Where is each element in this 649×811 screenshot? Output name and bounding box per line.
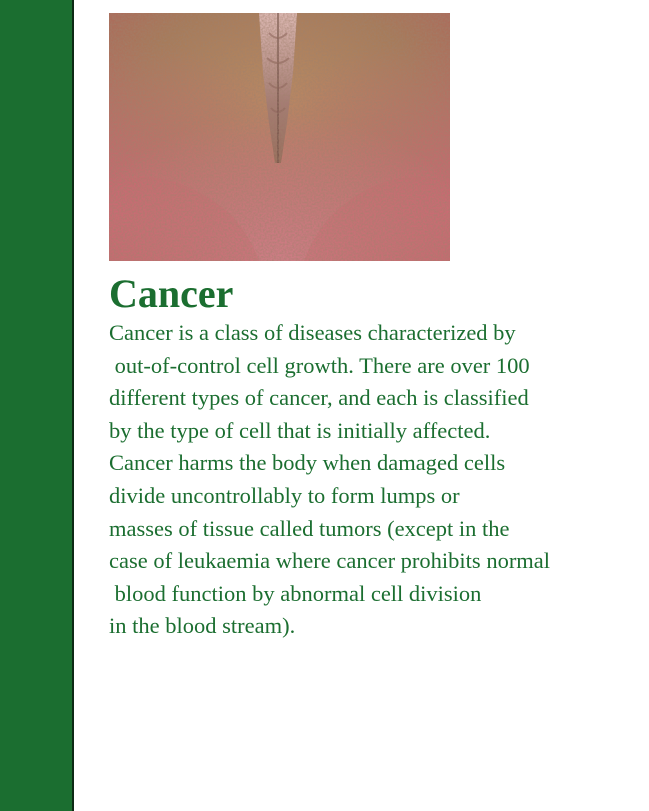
body-line: case of leukaemia where cancer prohibits… bbox=[109, 548, 551, 574]
tongue-photo bbox=[109, 13, 450, 261]
body-line: different types of cancer, and each is c… bbox=[109, 385, 529, 411]
body-line: out-of-control cell growth. There are ov… bbox=[109, 352, 530, 378]
body-line: Cancer is a class of diseases characteri… bbox=[109, 320, 516, 345]
body-line: masses of tissue called tumors (except i… bbox=[109, 515, 510, 541]
body-line: Cancer harms the body when damaged cells bbox=[109, 450, 506, 476]
sidebar-bar bbox=[0, 0, 74, 811]
page-title: Cancer bbox=[109, 271, 234, 316]
body-line: by the type of cell that is initially af… bbox=[109, 417, 491, 443]
body-line: in the blood stream). bbox=[109, 613, 296, 639]
body-line: blood function by abnormal cell division bbox=[109, 580, 482, 606]
article-body: Cancer is a class of diseases characteri… bbox=[109, 317, 645, 643]
body-line: divide uncontrollably to form lumps or bbox=[109, 482, 460, 508]
